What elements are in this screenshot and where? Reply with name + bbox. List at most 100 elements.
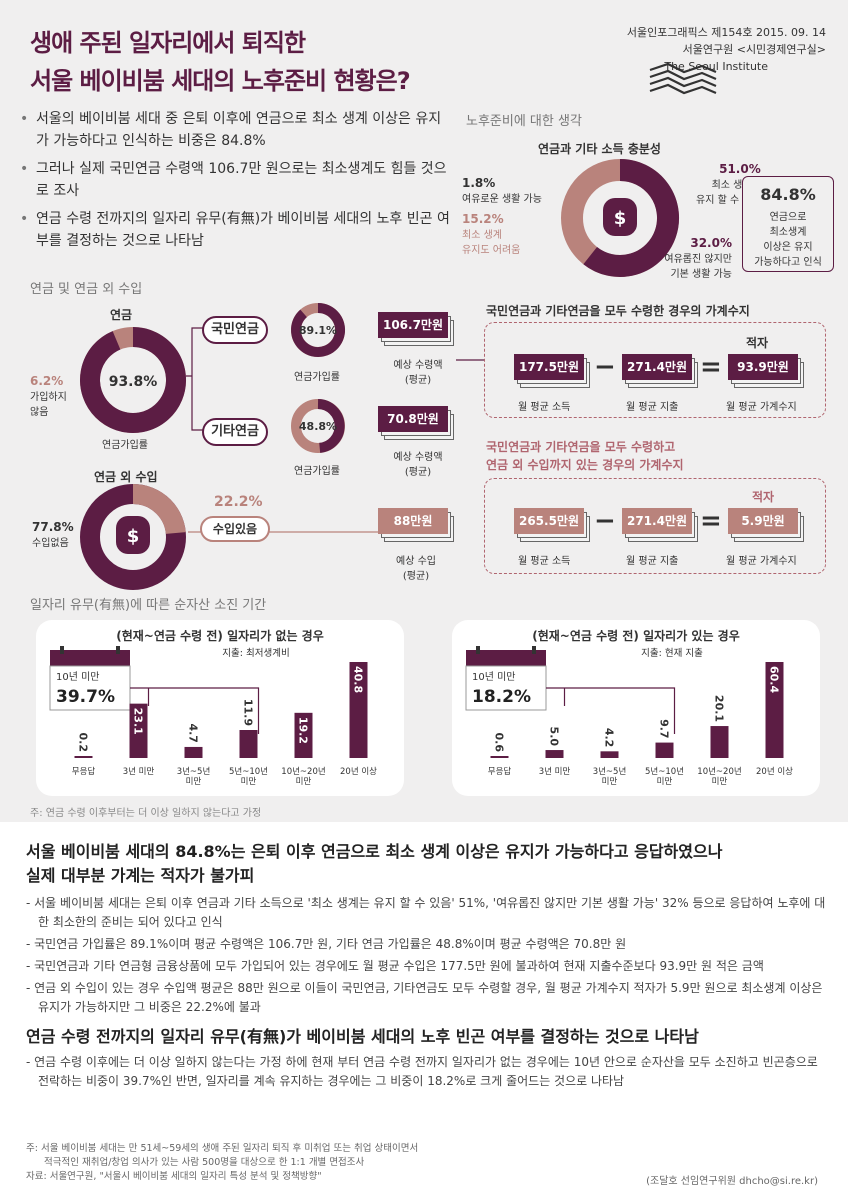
summary-item-1: - 서울 베이비붐 세대는 은퇴 이후 연금과 기타 소득으로 '최소 생계는 … bbox=[26, 896, 826, 929]
national-pension-pill: 국민연금 bbox=[202, 316, 268, 344]
bar bbox=[184, 746, 203, 758]
category-label: 미만 bbox=[186, 777, 202, 787]
author-credit: (조달호 선임연구위원 dhcho@si.re.kr) bbox=[646, 1176, 818, 1187]
balance1-result-label: 월 평균 가계수지 bbox=[726, 402, 797, 413]
pension-caption: 연금가입률 bbox=[102, 440, 148, 451]
svg-text:48.8%: 48.8% bbox=[299, 420, 337, 433]
prep-item-1: 51.0% 최소 생계는 유지 할 수 있음 bbox=[696, 162, 761, 206]
bar bbox=[710, 726, 729, 758]
bar bbox=[239, 730, 258, 758]
pension-title: 연금 bbox=[110, 308, 133, 322]
category-label: 3년~5년 bbox=[593, 766, 627, 777]
bar-value-label: 5.0 bbox=[548, 727, 561, 747]
nonpension-amount-caption: 예상 수입 (평균) bbox=[396, 556, 436, 582]
callout-value: 39.7% bbox=[56, 687, 115, 707]
pension-connector bbox=[186, 327, 204, 431]
chart-note: 주: 연금 수령 이후부터는 더 이상 일하지 않는다고 가정 bbox=[30, 808, 262, 819]
category-label: 5년~10년 bbox=[645, 766, 684, 777]
minus-icon: − bbox=[594, 352, 616, 382]
prep-item-3: 15.2% 최소 생계 유지도 어려움 bbox=[462, 212, 521, 256]
issue-number: 서울인포그래픽스 제154호 2015. 09. 14 bbox=[626, 26, 826, 39]
equals-icon: = bbox=[700, 506, 722, 536]
bar bbox=[655, 742, 674, 758]
category-label: 미만 bbox=[241, 777, 257, 787]
chart-section-title: 일자리 유무(有無)에 따른 순자산 소진 기간 bbox=[30, 598, 267, 613]
bullet-3: 연금 수령 전까지의 일자리 유무(有無)가 베이비붐 세대의 노후 빈곤 여부… bbox=[20, 208, 450, 252]
prep-section-title: 노후준비에 대한 생각 bbox=[466, 114, 582, 129]
balance1-deficit-tag: 적자 bbox=[746, 336, 769, 350]
category-label: 3년 미만 bbox=[539, 766, 571, 777]
callout-label: 10년 미만 bbox=[472, 671, 516, 683]
balance1-box bbox=[484, 322, 826, 418]
calendar-icon bbox=[49, 646, 131, 711]
bar bbox=[600, 751, 619, 758]
equals-icon: = bbox=[700, 352, 722, 382]
category-label: 미만 bbox=[296, 777, 312, 787]
svg-text:93.8%: 93.8% bbox=[109, 374, 158, 390]
bullet-1: 서울의 베이비붐 세대 중 은퇴 이후에 연금으로 최소 생계 이상은 유지가 … bbox=[20, 108, 450, 152]
summary-item-5: - 연금 수령 이후에는 더 이상 일하지 않는다는 가정 하에 현재 부터 연… bbox=[26, 1055, 818, 1088]
balance1-income-label: 월 평균 소득 bbox=[518, 402, 571, 413]
bar bbox=[765, 662, 784, 758]
national-amount-caption: 예상 수령액 (평균) bbox=[393, 360, 443, 386]
summary-item-3: - 국민연금과 기타 연금형 금융상품에 모두 가입되어 있는 경우에도 월 평… bbox=[26, 959, 764, 973]
bar bbox=[545, 750, 564, 758]
calendar-icon bbox=[465, 646, 547, 711]
other-pension-pill: 기타연금 bbox=[202, 418, 268, 446]
category-label: 3년~5년 bbox=[177, 766, 211, 777]
nonpension-donut: $ bbox=[80, 484, 186, 590]
bar-value-label: 20.1 bbox=[713, 695, 726, 722]
bar-value-label: 9.7 bbox=[658, 719, 671, 739]
svg-text:$: $ bbox=[127, 526, 140, 547]
bracket-connector bbox=[130, 687, 260, 734]
balance2-spend-label: 월 평균 지출 bbox=[626, 556, 679, 567]
prep-donut: $ bbox=[561, 159, 680, 277]
bar bbox=[349, 662, 368, 758]
bar bbox=[294, 712, 313, 758]
chart-subtitle: 지출: 현재 지출 bbox=[641, 648, 703, 659]
chart-title: (현재~연금 수령 전) 일자리가 있는 경우 bbox=[532, 628, 740, 643]
summary-heading-1: 서울 베이비붐 세대의 84.8%는 은퇴 이후 연금으로 최소 생계 이상은 … bbox=[26, 842, 723, 885]
national-pension-donut: 89.1% bbox=[291, 303, 346, 357]
balance2-income-label: 월 평균 소득 bbox=[518, 556, 571, 567]
pension-donut: 93.8% bbox=[80, 327, 186, 433]
balance2-title: 국민연금과 기타연금을 모두 수령하고 연금 외 수입까지 있는 경우의 가계수… bbox=[486, 440, 684, 472]
has-income-pill: 수입있음 bbox=[200, 516, 270, 542]
balance2-deficit-tag: 적자 bbox=[752, 490, 775, 504]
institute-logo-icon bbox=[648, 60, 717, 104]
org-name: 서울연구원 <시민경제연구실> bbox=[682, 43, 826, 56]
prep-donut-main-arc bbox=[583, 159, 680, 277]
balance2-result-label: 월 평균 가계수지 bbox=[726, 556, 797, 567]
callout-value: 18.2% bbox=[472, 687, 531, 707]
category-label: 20년 이상 bbox=[340, 766, 377, 777]
bar-value-label: 11.9 bbox=[242, 699, 255, 726]
key-points: 서울의 베이비붐 세대 중 은퇴 이후에 연금으로 최소 생계 이상은 유지가 … bbox=[20, 108, 450, 258]
category-label: 10년~20년 bbox=[281, 766, 325, 777]
bar-value-label: 23.1 bbox=[132, 708, 145, 735]
nonpension-title: 연금 외 수입 bbox=[94, 470, 158, 484]
summary-section: 서울 베이비붐 세대의 84.8%는 은퇴 이후 연금으로 최소 생계 이상은 … bbox=[26, 840, 826, 1091]
bullet-2: 그러나 실제 국민연금 수령액 106.7만 원으로는 최소생계도 힘들 것으로… bbox=[20, 158, 450, 202]
other-pension-donut: 48.8% bbox=[291, 399, 345, 453]
chart-subtitle: 지출: 최저생계비 bbox=[222, 647, 289, 659]
bar-value-label: 0.6 bbox=[493, 733, 506, 753]
balance2-box bbox=[484, 478, 826, 574]
balance1-spend-label: 월 평균 지출 bbox=[626, 402, 679, 413]
no-pension: 6.2% 가입하지 않음 bbox=[30, 374, 67, 418]
category-label: 미만 bbox=[712, 777, 728, 787]
summary-item-2: - 국민연금 가입률은 89.1%이며 평균 수령액은 106.7만 원, 기타… bbox=[26, 937, 627, 951]
category-label: 3년 미만 bbox=[123, 766, 155, 777]
svg-text:$: $ bbox=[614, 208, 627, 229]
minus-icon: − bbox=[594, 506, 616, 536]
summary-heading-2: 연금 수령 전까지의 일자리 유무(有無)가 베이비붐 세대의 노후 빈곤 여부… bbox=[26, 1027, 699, 1046]
balance1-arrow bbox=[456, 359, 484, 361]
bar bbox=[490, 756, 509, 758]
bar-value-label: 60.4 bbox=[768, 666, 781, 693]
page-title: 생애 주된 일자리에서 퇴직한 서울 베이비붐 세대의 노후준비 현황은? bbox=[30, 29, 411, 95]
chart-title: (현재~연금 수령 전) 일자리가 없는 경우 bbox=[116, 628, 324, 643]
no-income: 77.8% 수입없음 bbox=[32, 520, 74, 549]
institute-logo-text: The Seoul Institute bbox=[664, 60, 768, 73]
chart-card-no-job: (현재~연금 수령 전) 일자리가 없는 경우 지출: 최저생계비 10년 미만 39… bbox=[36, 620, 404, 796]
